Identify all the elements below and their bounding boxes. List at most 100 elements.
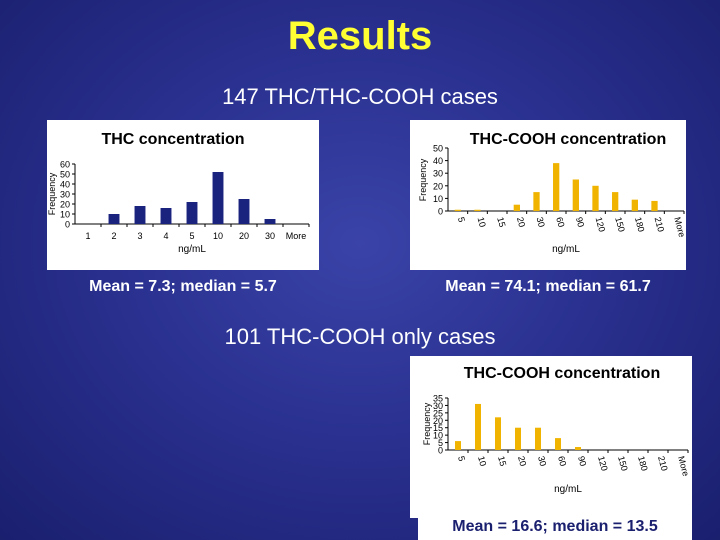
section2-heading: 101 THC-COOH only cases [224, 324, 496, 349]
bar [533, 192, 540, 211]
bar [108, 214, 120, 224]
x-tick-label: 4 [163, 231, 168, 241]
y-tick-label: 10 [433, 431, 443, 441]
x-tick-label: 10 [476, 455, 488, 467]
y-tick-label: 0 [65, 220, 70, 230]
x-axis-label: ng/mL [178, 244, 206, 255]
y-tick-label: 40 [433, 156, 443, 166]
y-tick-label: 35 [433, 394, 443, 404]
y-tick-label: 10 [60, 210, 70, 220]
bar [575, 447, 581, 450]
bar [475, 403, 481, 450]
y-tick-label: 50 [60, 170, 70, 180]
bar [515, 427, 521, 450]
bar [572, 179, 579, 211]
y-tick-label: 5 [438, 438, 443, 448]
y-tick-label: 20 [60, 200, 70, 210]
y-tick-label: 50 [433, 144, 443, 154]
bar [495, 417, 501, 450]
x-tick-label: 150 [613, 216, 627, 233]
x-tick-label: 90 [576, 455, 588, 467]
x-tick-label: 5 [456, 216, 467, 223]
bar [555, 438, 561, 450]
y-axis-label: Frequency [418, 158, 428, 201]
chart-title: THC-COOH concentration [470, 131, 666, 148]
x-tick-label: More [286, 231, 307, 241]
thccooh-concentration-chart: THC-COOH concentration Frequency 0 10 20 30 40… [418, 131, 686, 255]
x-tick-label: 30 [265, 231, 275, 241]
bar [474, 209, 481, 211]
y-tick-label: 15 [433, 423, 443, 433]
x-tick-label: 180 [633, 216, 647, 233]
y-tick-label: 30 [433, 401, 443, 411]
bar [513, 204, 520, 211]
bar [553, 163, 560, 211]
y-tick-label: 60 [60, 160, 70, 170]
x-tick-label: 150 [616, 455, 630, 472]
x-tick-label: More [676, 455, 691, 477]
x-tick-label: 1 [85, 231, 90, 241]
thccooh-stats-caption: Mean = 74.1; median = 61.7 [445, 278, 651, 295]
x-tick-label: More [672, 216, 686, 238]
x-tick-label: 10 [213, 231, 223, 241]
bar [134, 206, 146, 224]
section1-heading: 147 THC/THC-COOH cases [222, 84, 498, 109]
y-tick-label: 40 [60, 180, 70, 190]
bar [186, 202, 198, 224]
bar [212, 172, 224, 224]
x-axis-label: ng/mL [552, 244, 580, 255]
y-tick-label: 20 [433, 181, 443, 191]
x-tick-label: 60 [554, 216, 566, 228]
thccooh-only-stats-caption: Mean = 16.6; median = 13.5 [452, 518, 658, 535]
x-tick-label: 10 [476, 216, 488, 228]
bar [612, 192, 619, 211]
x-tick-label: 2 [111, 231, 116, 241]
thccooh-only-concentration-chart: THC-COOH concentrationFrequency051015202… [422, 365, 691, 495]
bar [160, 208, 172, 224]
bar [455, 441, 461, 450]
thccooh-only-stats-box: Mean = 16.6; median = 13.5 [418, 516, 692, 540]
bar [264, 219, 276, 224]
y-tick-label: 0 [438, 207, 443, 217]
thc-concentration-chart: THC concentrationFrequency01020304050601… [47, 131, 310, 255]
y-axis-label: Frequency [422, 402, 432, 445]
y-tick-label: 10 [433, 194, 443, 204]
thc-stats-caption: Mean = 7.3; median = 5.7 [89, 278, 277, 295]
bar [535, 427, 541, 450]
x-tick-label: 90 [574, 216, 586, 228]
x-tick-label: 30 [536, 455, 548, 467]
x-tick-label: 120 [596, 455, 610, 472]
chart-title: THC concentration [101, 131, 244, 148]
bar [238, 199, 250, 224]
x-tick-label: 210 [653, 216, 667, 233]
y-tick-label: 30 [433, 169, 443, 179]
x-axis-label: ng/mL [554, 484, 582, 495]
chart-title: THC-COOH concentration [464, 365, 660, 382]
x-tick-label: 60 [556, 455, 568, 467]
bar [592, 185, 599, 211]
bar [631, 199, 638, 211]
x-tick-label: 20 [516, 455, 528, 467]
y-tick-label: 20 [433, 416, 443, 426]
thccooh-chart-panel: THC-COOH concentration Frequency 0 10 20 30 40… [410, 120, 686, 270]
y-axis-label: Frequency [47, 172, 57, 215]
x-tick-label: 20 [239, 231, 249, 241]
x-tick-label: 5 [189, 231, 194, 241]
x-tick-label: 210 [656, 455, 670, 472]
bar [651, 200, 658, 211]
x-tick-label: 15 [495, 216, 507, 228]
x-tick-label: 120 [594, 216, 608, 233]
x-tick-label: 30 [535, 216, 547, 228]
thccooh-only-chart-panel: THC-COOH concentration Frequency 0 5 10 15 20 2… [410, 356, 692, 518]
y-tick-label: 25 [433, 408, 443, 418]
y-tick-label: 0 [438, 446, 443, 456]
x-tick-label: 15 [496, 455, 508, 467]
bar [454, 209, 461, 211]
thc-chart-panel: THC concentration Frequency 0 10 20 30 40 50 60 1… [47, 120, 319, 270]
x-tick-label: 3 [137, 231, 142, 241]
slide-title: Results [287, 14, 433, 58]
y-tick-label: 30 [60, 190, 70, 200]
x-tick-label: 20 [515, 216, 527, 228]
x-tick-label: 180 [636, 455, 650, 472]
x-tick-label: 5 [456, 455, 467, 462]
